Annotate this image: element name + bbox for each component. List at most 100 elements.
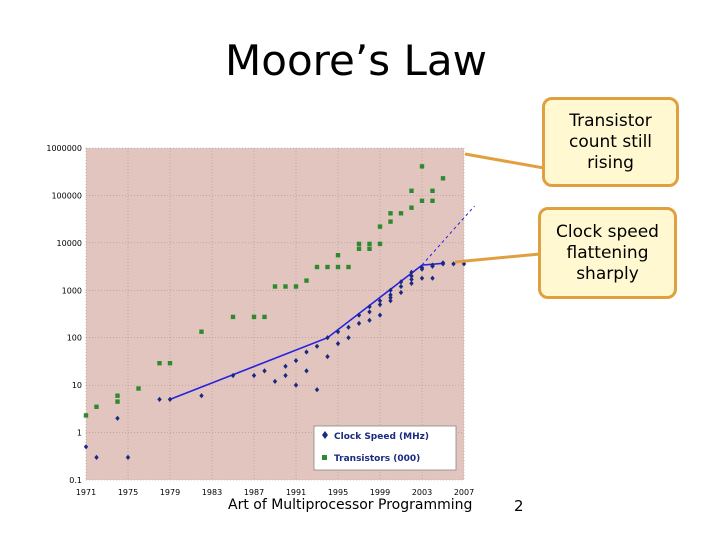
page-number: 2 <box>514 497 524 515</box>
transistor-point <box>356 241 362 247</box>
transistor-point <box>335 253 341 258</box>
clock-speed-point <box>262 368 267 374</box>
transistor-point <box>115 393 120 398</box>
clock-speed-point <box>409 276 414 282</box>
clock-speed-point <box>356 312 362 318</box>
transistor-point <box>230 314 236 320</box>
clock-speed-point <box>283 363 288 369</box>
clock-speed-point <box>377 312 383 318</box>
x-tick-label: 1995 <box>328 488 348 497</box>
transistor-point <box>251 314 257 320</box>
legend-transistor-label: Transistors (000) <box>334 454 420 464</box>
clock-speed-point <box>335 341 341 347</box>
transistor-point <box>335 264 341 270</box>
callout-pointer-1 <box>464 152 545 170</box>
transistor-point <box>388 219 393 224</box>
x-tick-label: 1971 <box>76 488 96 497</box>
clock-speed-point <box>398 283 404 290</box>
y-tick-label: 100 <box>67 334 82 343</box>
clock-speed-point <box>199 393 204 399</box>
transistor-point <box>398 211 404 216</box>
transistor-point <box>136 386 141 391</box>
transistor-point <box>293 284 299 289</box>
transistor-point <box>304 278 309 283</box>
transistor-point <box>325 264 330 270</box>
transistor-point <box>419 164 425 169</box>
clock-speed-point <box>440 260 446 266</box>
transistor-point <box>388 211 393 216</box>
x-tick-label: 1979 <box>160 488 180 497</box>
transistor-point <box>367 246 372 251</box>
clock-speed-point <box>314 387 320 393</box>
transistor-point <box>409 205 414 210</box>
transistor-point <box>430 198 435 203</box>
clock-speed-point <box>115 415 120 421</box>
transistor-point <box>94 404 99 409</box>
transistor-point <box>409 188 414 193</box>
clock-speed-point <box>409 273 414 279</box>
clock-speed-point <box>388 295 393 301</box>
transistor-point <box>157 361 162 366</box>
transistor-point <box>377 241 383 247</box>
y-axis-ticks: 1000000 100000 10000 1000 100 10 1 0.1 <box>46 144 82 485</box>
legend-clock-marker <box>322 431 328 439</box>
clock-speed-point <box>430 275 435 281</box>
slide-title: Moore’s Law <box>225 36 487 85</box>
clock-speed-point <box>83 444 89 450</box>
clock-speed-point <box>367 317 372 323</box>
clock-speed-point <box>314 343 320 349</box>
y-tick-label: 10 <box>72 381 82 390</box>
clock-speed-point <box>367 304 372 310</box>
y-tick-label: 1 <box>77 429 82 438</box>
clock-speed-point <box>293 358 299 364</box>
transistor-point <box>419 198 425 203</box>
clock-speed-point <box>346 335 351 341</box>
clock-speed-point <box>388 287 393 293</box>
clock-speed-point <box>356 320 362 326</box>
x-tick-label: 1999 <box>370 488 390 497</box>
y-tick-label: 0.1 <box>69 476 82 485</box>
clock-speed-point <box>377 298 383 304</box>
transistor-point <box>314 264 320 270</box>
clock-speed-point <box>409 269 414 275</box>
x-axis-ticks: 1971 1975 1979 1983 1987 1991 1995 1999 2003 2007 <box>76 488 474 497</box>
transistor-point <box>430 188 435 193</box>
x-tick-label: 1975 <box>118 488 138 497</box>
clock-trend-extrapolation <box>421 205 475 266</box>
y-tick-label: 1000000 <box>46 144 82 153</box>
clock-speed-point <box>346 324 351 330</box>
y-tick-label: 100000 <box>51 191 82 200</box>
transistor-point <box>283 284 288 289</box>
clock-speed-point <box>304 368 309 374</box>
transistor-point <box>262 314 267 320</box>
transistor-point <box>115 399 120 404</box>
transistor-point <box>356 246 362 251</box>
transistor-callout: Transistor count still rising <box>542 97 679 187</box>
clock-speed-point <box>388 298 393 304</box>
legend-box <box>313 425 457 471</box>
clock-speed-point <box>419 275 425 281</box>
footer-text: Art of Multiprocessor Programming <box>228 497 473 513</box>
clock-speed-point <box>157 396 162 402</box>
clock-speed-point <box>451 261 456 267</box>
x-tick-label: 2003 <box>412 488 432 497</box>
clock-speed-point <box>377 302 383 308</box>
clock-speed-point <box>398 279 404 285</box>
legend-clock-label: Clock Speed (MHz) <box>334 432 429 442</box>
clock-speed-point <box>283 372 288 379</box>
clock-speed-point <box>419 265 425 271</box>
transistor-point <box>199 329 204 334</box>
clock-speed-point <box>167 396 173 402</box>
clock-speed-point <box>304 349 309 355</box>
transistor-point <box>346 264 351 270</box>
callout-pointer-2 <box>454 252 541 264</box>
transistor-point <box>377 224 383 229</box>
clock-speed-point <box>430 262 435 268</box>
y-tick-label: 1000 <box>62 286 82 295</box>
clock-speed-point <box>388 292 393 298</box>
transistor-point <box>83 413 89 418</box>
transistor-point <box>367 241 372 247</box>
data-points <box>83 164 467 460</box>
x-tick-label: 1983 <box>202 488 222 497</box>
legend: Clock Speed (MHz) Transistors (000) <box>313 425 457 471</box>
